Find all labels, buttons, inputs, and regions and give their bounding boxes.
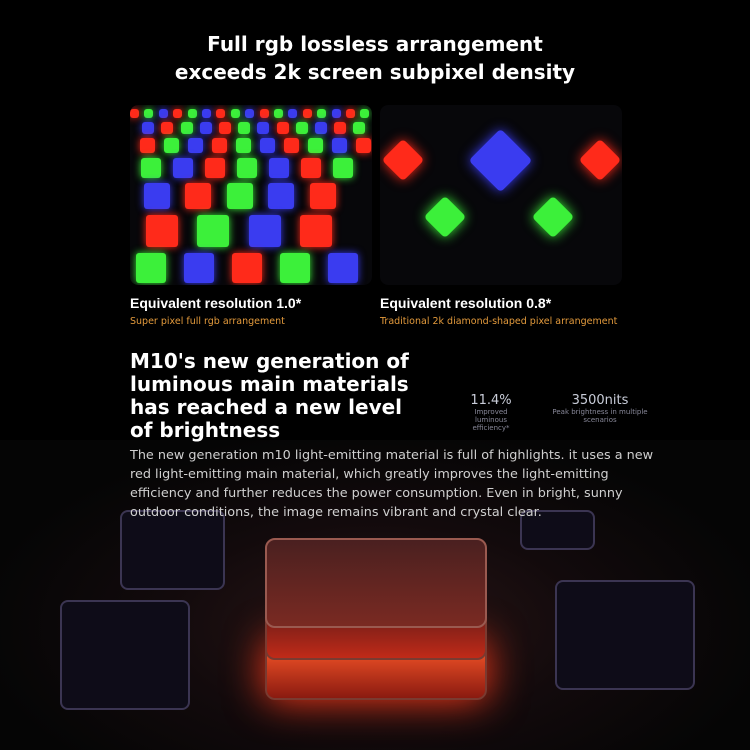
subpixel: [310, 183, 336, 209]
subpixel: [140, 138, 155, 153]
subpixel: [299, 215, 332, 247]
subpixel: [284, 138, 299, 153]
subpixel: [334, 122, 347, 134]
subpixel: [274, 109, 283, 118]
diamond-subpixel: [381, 138, 425, 182]
decor-tile: [520, 510, 595, 550]
subpixel: [130, 109, 139, 118]
subpixel: [161, 122, 174, 134]
decor-tile: [60, 600, 190, 710]
diamond-arrangement-image: [380, 105, 622, 285]
rgb-arrangement-image: [130, 105, 372, 285]
diamond-subpixel: [423, 195, 467, 239]
subpixel: [276, 122, 289, 134]
subpixel: [332, 138, 347, 153]
section-description: The new generation m10 light-emitting ma…: [130, 448, 654, 520]
subpixel: [248, 215, 281, 247]
subpixel: [164, 138, 179, 153]
stat-efficiency: 11.4% Improved luminous efficiency*: [470, 393, 512, 432]
subpixel: [219, 122, 231, 134]
subpixel: [136, 253, 166, 283]
subpixel: [232, 253, 262, 283]
subpixel: [142, 122, 155, 134]
subpixel: [328, 253, 358, 283]
subpixel: [146, 215, 179, 247]
caption-rgb: Equivalent resolution 1.0* Super pixel fu…: [130, 295, 302, 327]
subpixel: [173, 109, 183, 118]
subpixel: [197, 215, 230, 247]
subpixel: [226, 183, 253, 209]
subpixel: [202, 109, 211, 118]
subpixel: [230, 109, 240, 118]
subpixel: [315, 122, 327, 134]
subpixel: [205, 158, 225, 178]
subpixel: [301, 158, 321, 178]
subpixel: [216, 109, 226, 118]
subpixel: [259, 109, 269, 118]
subpixel: [257, 122, 270, 134]
stat-brightness: 3500nits Peak brightness in multiple scen…: [552, 393, 648, 424]
page-heading: Full rgb lossless arrangement exceeds 2k …: [174, 32, 576, 84]
subpixel: [187, 109, 197, 118]
subpixel: [144, 109, 154, 118]
subpixel: [356, 138, 371, 153]
decor-tile: [120, 510, 225, 590]
subpixel: [184, 253, 214, 283]
subpixel: [260, 138, 275, 153]
subpixel: [353, 122, 366, 134]
caption-diamond: Equivalent resolution 0.8* Traditional 2k…: [380, 295, 618, 327]
subpixel: [141, 158, 161, 178]
subpixel: [308, 138, 323, 153]
subpixel: [237, 158, 257, 178]
section-title: M10's new generation of luminous main ma…: [130, 349, 409, 442]
diamond-subpixel: [531, 195, 575, 239]
subpixel: [317, 109, 327, 118]
subpixel: [245, 109, 255, 118]
subpixel: [333, 158, 353, 178]
subpixel: [346, 109, 355, 118]
subpixel: [212, 138, 227, 153]
subpixel: [173, 158, 193, 178]
decor-tile: [555, 580, 695, 690]
subpixel: [360, 109, 370, 118]
subpixel: [269, 158, 289, 178]
subpixel: [268, 183, 295, 209]
subpixel: [158, 109, 168, 118]
subpixel: [180, 122, 193, 134]
diamond-subpixel: [578, 138, 622, 182]
subpixel: [188, 138, 203, 153]
subpixel: [288, 109, 298, 118]
subpixel: [199, 122, 212, 134]
subpixel: [238, 122, 251, 134]
subpixel: [280, 253, 310, 283]
subpixel: [185, 183, 212, 209]
subpixel: [236, 138, 251, 153]
subpixel: [143, 183, 170, 209]
subpixel: [302, 109, 312, 118]
subpixel: [295, 122, 308, 134]
subpixel: [331, 109, 341, 118]
diamond-subpixel: [468, 128, 532, 192]
